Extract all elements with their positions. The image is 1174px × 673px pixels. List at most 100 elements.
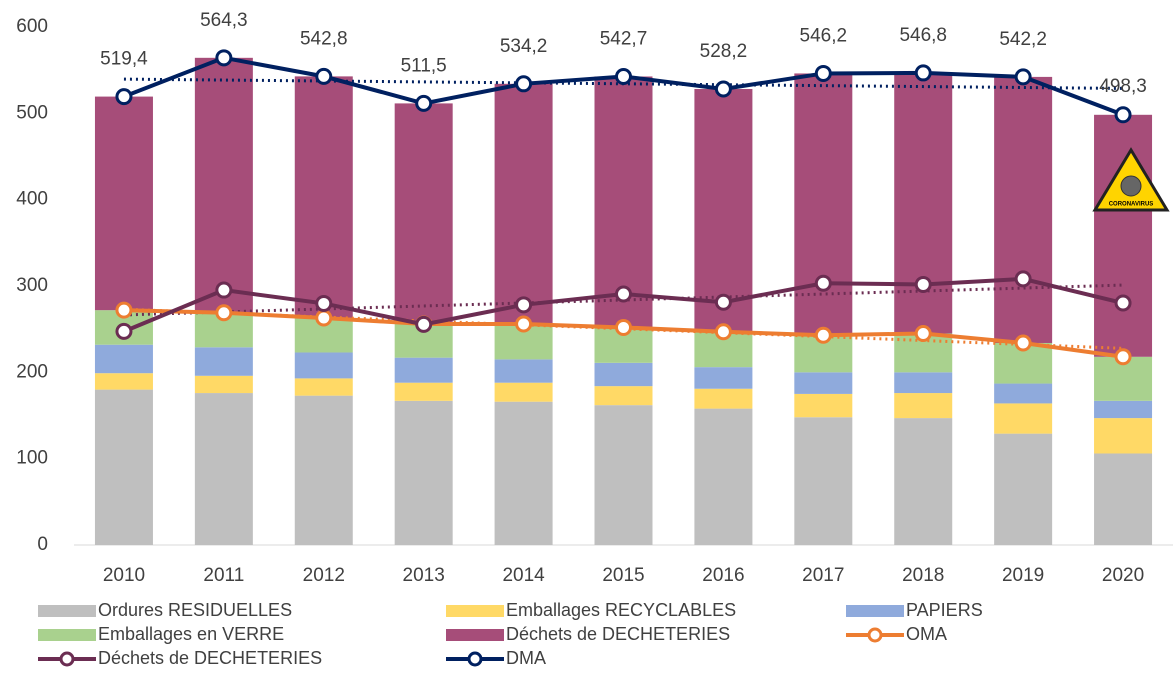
x-tick-label: 2018 [902,565,944,586]
y-tick-label: 500 [16,102,48,123]
bar [994,403,1053,434]
annotation: CORONAVIRUS [1109,202,1154,208]
legend-label: Déchets de DECHETERIES [506,624,730,644]
bar [594,405,653,545]
legend-swatch [38,629,96,641]
y-tick-label: 400 [16,189,48,210]
point [914,324,932,342]
bar [694,408,753,545]
x-tick-label: 2016 [702,565,744,586]
point [315,67,333,85]
bar [394,382,453,401]
point [415,94,433,112]
point [1014,68,1032,86]
point [515,75,533,93]
bar [494,359,553,383]
point [115,88,133,106]
point [615,318,632,336]
bar [394,357,453,383]
bar [294,76,353,318]
x-tick-label: 2020 [1102,565,1144,586]
data-label: 546,8 [899,25,947,46]
bar [1094,453,1153,545]
data-label: 519,4 [100,49,148,70]
bar [194,375,253,394]
point [115,301,133,319]
point [1014,270,1032,288]
bar [794,417,853,545]
bar [294,352,353,379]
legend-label: Ordures RESIDUELLES [98,600,292,620]
point [615,67,632,85]
point [1014,334,1032,352]
point [515,296,533,314]
point [515,315,533,333]
data-label: 542,8 [300,28,348,49]
point [914,275,932,293]
x-tick-label: 2017 [802,565,844,586]
legend-label: Emballages en VERRE [98,624,284,644]
y-tick-label: 200 [16,361,48,382]
point [215,49,233,67]
legend-swatch [38,605,96,617]
legend-marker [467,651,483,667]
bar [294,378,353,396]
point [914,64,932,82]
point [814,274,832,292]
bar [94,96,153,311]
bar [394,400,453,545]
legend-marker [59,651,75,667]
point [415,315,433,333]
bar [1094,400,1153,419]
y-tick-label: 0 [37,534,48,555]
point [615,285,632,303]
bar [694,88,753,332]
legend-swatch [446,605,504,617]
point [1114,106,1132,124]
bar [1094,114,1153,357]
point [215,304,233,322]
legend-label: OMA [906,624,947,644]
point [714,293,732,311]
bar [94,344,153,374]
bar [194,347,253,376]
bar [694,388,753,409]
data-label: 546,2 [800,25,848,46]
bar [994,76,1053,343]
bar [194,57,253,313]
data-label: 542,2 [999,29,1047,50]
x-tick-label: 2015 [602,565,644,586]
bar [94,373,153,390]
y-tick-label: 100 [16,448,48,469]
data-label: 564,3 [200,10,248,31]
point [315,294,333,312]
bar [494,401,553,545]
corona-icon: CORONAVIRUS [1092,147,1170,212]
bar [894,372,953,394]
data-label: 511,5 [401,55,447,76]
bar [494,382,553,402]
virus [1120,175,1142,197]
bar [294,395,353,545]
x-tick-label: 2013 [403,565,445,586]
bar [894,393,953,419]
data-label: 498,3 [1099,76,1147,97]
bar [894,72,953,334]
x-tick-label: 2010 [103,565,145,586]
bar [594,362,653,387]
bar [94,389,153,545]
data-label: 534,2 [500,36,548,57]
point [714,323,732,341]
bar [994,433,1053,545]
point [1114,348,1132,366]
legend-label: Déchets de DECHETERIES [98,648,322,668]
bar [494,83,553,324]
legend-label: DMA [506,648,546,668]
bar [794,372,853,394]
bar [994,383,1053,404]
bar [194,393,253,545]
point [315,309,333,327]
point [814,326,832,344]
bar [1094,418,1153,454]
